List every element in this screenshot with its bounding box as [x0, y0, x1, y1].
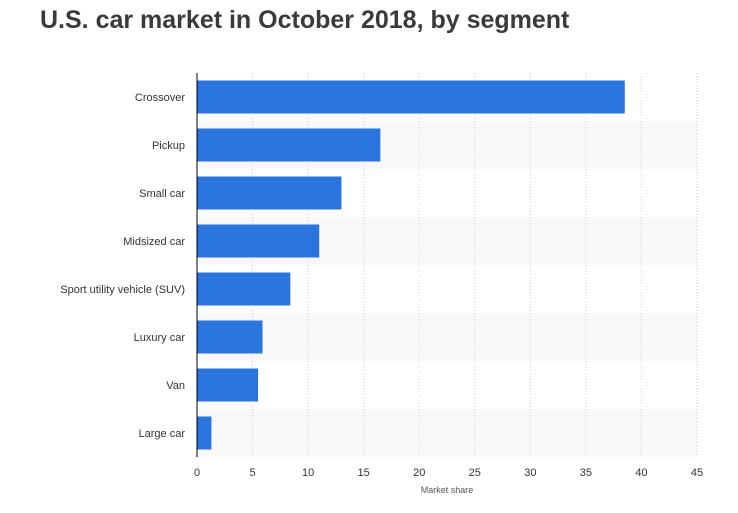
bar[interactable]: [197, 176, 342, 210]
row-band: [197, 313, 697, 361]
bar[interactable]: [197, 320, 263, 354]
x-axis-title: Market share: [421, 485, 474, 495]
bar[interactable]: [197, 272, 291, 306]
bar[interactable]: [197, 80, 625, 114]
category-label: Midsized car: [123, 236, 185, 248]
x-tick-label: 0: [194, 467, 200, 479]
category-label: Crossover: [135, 92, 185, 104]
chart-title: U.S. car market in October 2018, by segm…: [40, 6, 570, 34]
bar[interactable]: [197, 416, 212, 450]
bar[interactable]: [197, 368, 259, 402]
category-label: Van: [166, 380, 185, 392]
bar[interactable]: [197, 128, 381, 162]
x-tick-label: 20: [413, 467, 425, 479]
category-label: Luxury car: [134, 332, 186, 344]
x-tick-label: 25: [469, 467, 481, 479]
category-label: Pickup: [152, 140, 185, 152]
category-label: Sport utility vehicle (SUV): [60, 284, 185, 296]
x-tick-label: 15: [358, 467, 370, 479]
category-label: Large car: [139, 428, 186, 440]
bar[interactable]: [197, 224, 320, 258]
category-label: Small car: [139, 188, 185, 200]
x-tick-label: 35: [580, 467, 592, 479]
x-tick-label: 10: [302, 467, 314, 479]
row-band: [197, 409, 697, 457]
x-tick-label: 5: [249, 467, 255, 479]
x-tick-label: 30: [524, 467, 536, 479]
x-tick-label: 45: [691, 467, 703, 479]
x-tick-label: 40: [635, 467, 647, 479]
